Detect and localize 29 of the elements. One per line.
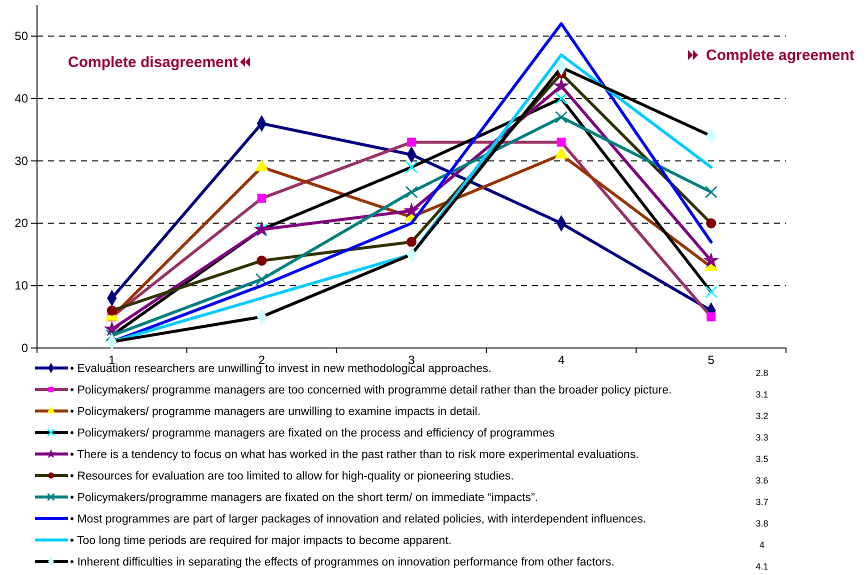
annotation: Complete agreement (706, 47, 854, 64)
y-tick-label: 0 (21, 340, 28, 355)
y-tick-label: 10 (14, 278, 28, 292)
y-tick-label: 20 (14, 216, 28, 230)
text: 3.6 (756, 476, 768, 486)
text: 3.1 (756, 390, 768, 400)
legend-label: • Policymakers/ programme managers are unwilling to examine impacts in detail. (70, 406, 481, 418)
y-tick-label: 30 (14, 154, 28, 168)
text: 3.7 (756, 497, 768, 507)
text: 3.3 (756, 432, 768, 442)
legend-label: • Policymakers/programme managers are fixated on the short term/ on immediate “impacts”. (70, 492, 538, 504)
text: 3.2 (756, 411, 768, 421)
legend-label: • Most programmes are part of larger packages of innovation and related policies, with interdependent influences. (70, 514, 646, 526)
legend-label: • Policymakers/ programme managers are fixated on the process and efficiency of programmes (70, 428, 555, 440)
text: 4 (759, 540, 765, 550)
legend-label: • Resources for evaluation are too limited to allow for high-quality or pioneering studies. (70, 470, 514, 482)
legend-label: • Policymakers/ programme managers are too concerned with programme detail rather than the broader policy picture. (70, 384, 672, 396)
y-tick-label: 40 (14, 91, 28, 106)
x-tick-label: 4 (558, 353, 565, 368)
annotation: Complete disagreement (68, 54, 238, 71)
x-tick-label: 5 (708, 353, 715, 368)
legend-label: • There is a tendency to focus on what has worked in the past rather than to risk more experimental evaluations. (70, 449, 639, 461)
text: 3.5 (756, 454, 768, 464)
text: 3.8 (756, 518, 768, 528)
y-tick-label: 50 (14, 29, 28, 44)
text: 2.8 (756, 368, 768, 378)
legend-label: • Too long time periods are required for major impacts to become apparent. (70, 535, 452, 547)
text: 4.1 (756, 562, 768, 572)
legend-label: • Inherent difficulties in separating the effects of programmes on innovation performance from other factors. (70, 556, 614, 568)
